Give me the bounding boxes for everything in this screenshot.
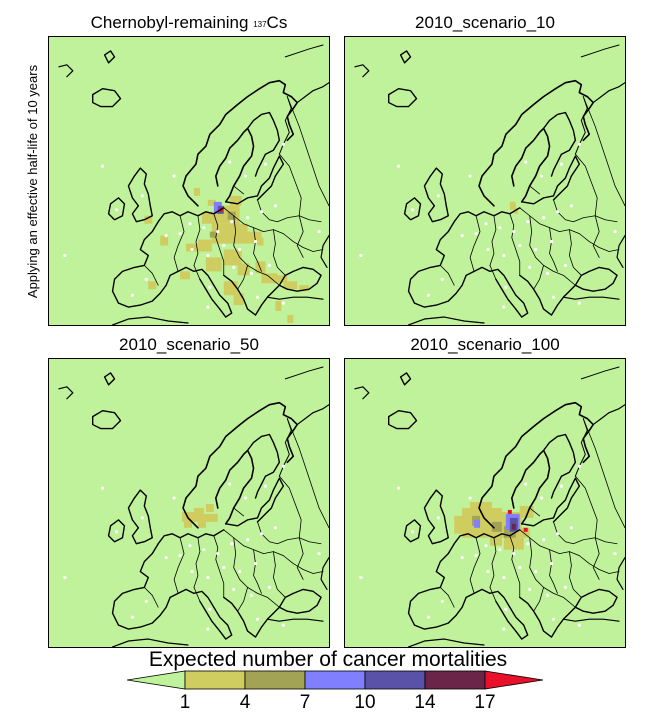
- colorbar-segment-4-7: [244, 670, 306, 690]
- colorbar-tick-1: 1: [179, 692, 191, 713]
- colorbar-tick-17: 17: [474, 692, 496, 713]
- colorbar-segment-7-10: [304, 670, 366, 690]
- map-panel-4-svg: [354, 366, 625, 647]
- panel-title-4-text: 2010_scenario_100: [410, 335, 560, 354]
- colorbar-below-triangle: [126, 670, 186, 690]
- side-label-text: Applying an effective half-life of 10 ye…: [25, 64, 41, 298]
- colorbar-tick-4: 4: [239, 692, 251, 713]
- colorbar-segment-10-14: [364, 670, 426, 690]
- panel-title-3-text: 2010_scenario_50: [119, 335, 259, 354]
- map-panel-3: [48, 358, 330, 648]
- colorbar-tick-7: 7: [299, 692, 311, 713]
- colorbar-tick-10: 10: [354, 692, 376, 713]
- contamination-layer-3: [182, 503, 218, 528]
- map-panel-1-svg: [58, 44, 329, 325]
- panel-title-4: 2010_scenario_100: [344, 334, 626, 356]
- colorbar-segment-14-17: [424, 670, 486, 690]
- colorbar-segment-1-4: [184, 670, 246, 690]
- panel-title-3: 2010_scenario_50: [48, 334, 330, 356]
- y-side-label: Applying an effective half-life of 10 ye…: [20, 40, 46, 322]
- colorbar-tick-14: 14: [414, 692, 436, 713]
- panel-title-2: 2010_scenario_10: [344, 12, 626, 34]
- panel-title-1-sup: 137: [253, 20, 267, 29]
- map-panel-4: [344, 358, 626, 648]
- panel-title-2-text: 2010_scenario_10: [415, 13, 555, 32]
- map-panel-2-svg: [354, 44, 625, 325]
- map-panel-3-svg: [58, 366, 329, 647]
- colorbar-title: Expected number of cancer mortalities: [148, 648, 508, 671]
- contamination-layer-4: [454, 502, 534, 550]
- panel-title-1: Chernobyl-remaining 137Cs: [48, 12, 330, 34]
- colorbar-above-triangle: [484, 670, 544, 690]
- panel-title-1-text: Chernobyl-remaining: [90, 13, 254, 32]
- map-panel-2: [344, 36, 626, 326]
- panel-title-1-tail: Cs: [266, 13, 288, 32]
- map-panel-1: [48, 36, 330, 326]
